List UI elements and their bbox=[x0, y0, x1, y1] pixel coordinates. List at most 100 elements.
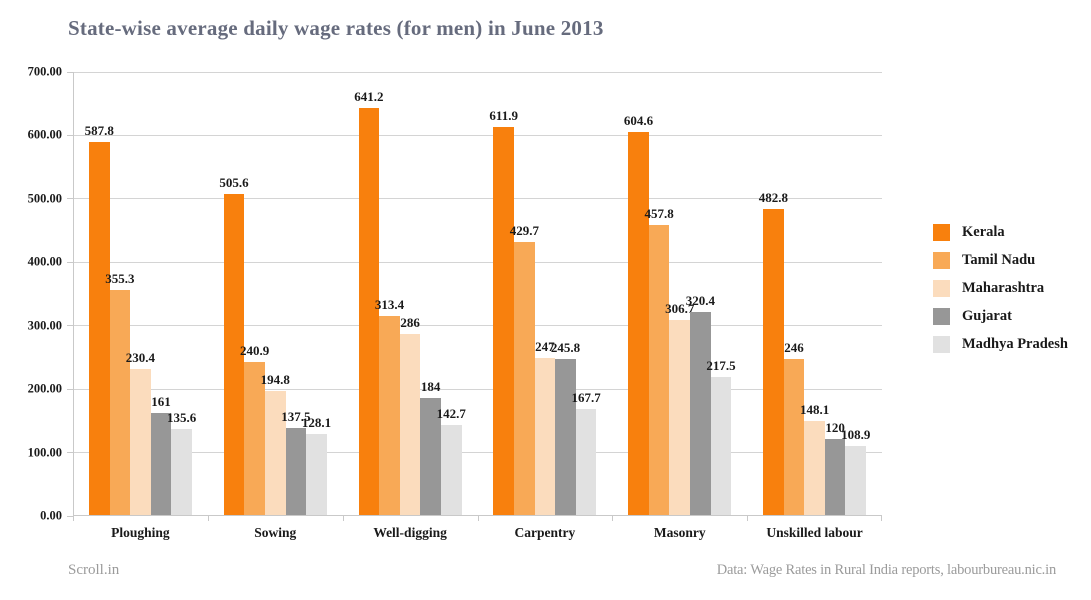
legend-swatch-kerala bbox=[933, 224, 950, 241]
bar-gujarat-well-digging bbox=[420, 398, 441, 515]
bar-maharashtra-masonry bbox=[669, 320, 691, 515]
plot-area: 0.00 100.00 200.00 300.00 400.00 500.00 600.00… bbox=[28, 65, 882, 540]
gridline bbox=[73, 134, 882, 136]
bar-tamil-nadu-sowing bbox=[244, 362, 265, 515]
bar-madhya-pradesh-ploughing bbox=[171, 429, 192, 515]
bar-madhya-pradesh-carpentry bbox=[575, 408, 597, 515]
y-axis-tick bbox=[67, 515, 73, 517]
legend-label: Tamil Nadu bbox=[962, 252, 1036, 268]
bar-kerala-carpentry bbox=[493, 126, 514, 515]
footer-data-source-link[interactable]: Data: Wage Rates in Rural India reports,… bbox=[716, 562, 1056, 578]
legend-item-madhya-pradesh: Madhya Pradesh bbox=[933, 336, 1068, 353]
y-axis-tick bbox=[67, 452, 73, 454]
footer-brand-link[interactable]: Scroll.in bbox=[68, 562, 120, 578]
bar-value-label: 587.8 bbox=[84, 123, 114, 139]
footer: Scroll.in Data: Wage Rates in Rural Indi… bbox=[68, 562, 1056, 579]
bar-tamil-nadu-masonry bbox=[648, 224, 670, 515]
bar-madhya-pradesh-sowing bbox=[306, 433, 327, 515]
x-axis-category-label: Unskilled labour bbox=[766, 525, 863, 540]
bar-value-label: 108.9 bbox=[841, 426, 871, 442]
x-axis-tick bbox=[207, 516, 209, 521]
chart-title: State-wise average daily wage rates (for… bbox=[68, 16, 604, 40]
bar-value-label: 604.6 bbox=[623, 112, 654, 128]
bar-kerala-unskilled-labour bbox=[763, 208, 784, 515]
bar-gujarat-carpentry bbox=[555, 359, 576, 515]
legend-label: Kerala bbox=[962, 224, 1005, 240]
bar-kerala-well-digging bbox=[358, 108, 380, 515]
bar-value-label: 313.4 bbox=[374, 297, 405, 313]
bar-value-label: 245.8 bbox=[550, 340, 581, 356]
bar-gujarat-ploughing bbox=[150, 412, 172, 515]
x-axis-tick bbox=[73, 516, 74, 521]
y-axis-tick bbox=[67, 388, 73, 390]
bar-kerala-masonry bbox=[628, 131, 649, 515]
x-axis-tick bbox=[477, 516, 479, 521]
bar-value-label: 128.1 bbox=[301, 414, 332, 430]
x-axis-tick bbox=[612, 516, 614, 521]
legend-item-maharashtra: Maharashtra bbox=[933, 280, 1068, 297]
bar-maharashtra-ploughing bbox=[130, 368, 151, 515]
bar-value-label: 142.7 bbox=[436, 405, 466, 421]
x-axis-category-label: Ploughing bbox=[111, 525, 170, 540]
x-axis-tick bbox=[881, 516, 882, 521]
y-axis-tick-label: 200.00 bbox=[27, 381, 62, 396]
bar-kerala-sowing bbox=[223, 194, 245, 515]
y-axis-tick-label: 400.00 bbox=[27, 254, 62, 269]
x-axis-line bbox=[73, 515, 882, 516]
bar-tamil-nadu-carpentry bbox=[514, 242, 535, 515]
bar-gujarat-masonry bbox=[690, 311, 711, 515]
y-axis-tick-label: 500.00 bbox=[27, 191, 62, 206]
bar-value-label: 482.8 bbox=[758, 189, 788, 205]
y-axis-tick-label: 0.00 bbox=[40, 508, 62, 523]
gridline bbox=[73, 198, 882, 200]
y-axis-tick bbox=[67, 134, 73, 136]
bar-value-label: 217.5 bbox=[706, 358, 736, 374]
bar-value-label: 429.7 bbox=[509, 223, 539, 239]
y-axis-tick bbox=[67, 198, 73, 200]
bar-value-label: 505.6 bbox=[219, 175, 249, 191]
bar-gujarat-sowing bbox=[285, 427, 307, 515]
bar-value-label: 611.9 bbox=[489, 107, 518, 123]
legend-swatch-tamil-nadu bbox=[933, 252, 950, 269]
bar-gujarat-unskilled-labour bbox=[824, 438, 846, 515]
bar-tamil-nadu-well-digging bbox=[379, 316, 400, 515]
gridline bbox=[73, 452, 882, 454]
legend-item-gujarat: Gujarat bbox=[933, 308, 1068, 325]
bar-value-label: 161 bbox=[151, 393, 171, 409]
bar-madhya-pradesh-masonry bbox=[710, 377, 732, 515]
bar-value-label: 286 bbox=[400, 314, 420, 330]
bar-kerala-ploughing bbox=[88, 142, 110, 515]
bar-value-label: 230.4 bbox=[125, 349, 156, 365]
legend-item-tamil-nadu: Tamil Nadu bbox=[933, 252, 1068, 269]
y-axis-tick bbox=[67, 261, 73, 263]
bar-value-label: 641.2 bbox=[354, 89, 384, 105]
legend-label: Maharashtra bbox=[962, 280, 1045, 296]
bar-value-label: 167.7 bbox=[571, 389, 601, 405]
legend-label: Gujarat bbox=[962, 308, 1012, 324]
y-axis-tick-label: 100.00 bbox=[27, 445, 62, 460]
x-axis-tick bbox=[342, 516, 344, 521]
y-axis-tick bbox=[67, 325, 73, 327]
bar-tamil-nadu-ploughing bbox=[109, 289, 131, 515]
y-axis-tick-label: 300.00 bbox=[27, 318, 62, 333]
bar-value-label: 135.6 bbox=[166, 410, 197, 425]
bar-tamil-nadu-unskilled-labour bbox=[783, 358, 805, 515]
legend-label: Madhya Pradesh bbox=[962, 336, 1068, 352]
bar-value-label: 148.1 bbox=[799, 402, 830, 418]
y-axis-line bbox=[73, 72, 74, 517]
bar-value-label: 194.8 bbox=[260, 372, 290, 388]
bar-value-label: 306.7 bbox=[665, 301, 695, 317]
bar-maharashtra-unskilled-labour bbox=[804, 421, 825, 515]
gridline bbox=[73, 261, 882, 263]
legend-swatch-madhya-pradesh bbox=[933, 336, 950, 353]
y-axis-tick-label: 600.00 bbox=[27, 127, 62, 142]
bar-value-label: 246 bbox=[784, 339, 804, 355]
x-axis-category-label: Well-digging bbox=[373, 525, 447, 540]
x-axis-category-label: Carpentry bbox=[514, 525, 576, 540]
bar-maharashtra-sowing bbox=[264, 391, 286, 515]
x-axis-category-label: Masonry bbox=[653, 525, 706, 540]
legend-swatch-gujarat bbox=[933, 308, 950, 325]
bar-maharashtra-carpentry bbox=[534, 358, 556, 515]
bar-value-label: 247 bbox=[535, 339, 555, 355]
legend-swatch-maharashtra bbox=[933, 280, 950, 297]
